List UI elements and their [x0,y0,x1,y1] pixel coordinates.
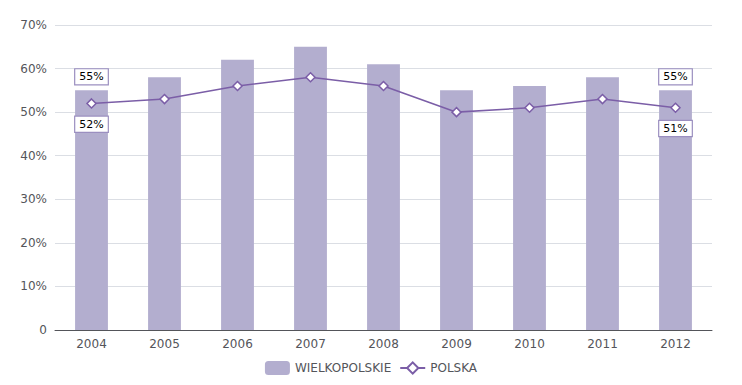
svg-text:51%: 51% [663,122,687,135]
svg-text:60%: 60% [20,62,47,76]
svg-text:0: 0 [39,323,47,337]
svg-text:2011: 2011 [587,337,618,351]
svg-text:2009: 2009 [441,337,472,351]
svg-text:52%: 52% [79,118,103,131]
svg-text:2006: 2006 [222,337,253,351]
svg-text:40%: 40% [20,149,47,163]
svg-text:2007: 2007 [295,337,326,351]
svg-text:10%: 10% [20,279,47,293]
svg-text:50%: 50% [20,105,47,119]
svg-text:20%: 20% [20,236,47,250]
svg-text:POLSKA: POLSKA [430,361,478,375]
svg-text:2010: 2010 [514,337,545,351]
svg-text:70%: 70% [20,18,47,32]
svg-text:30%: 30% [20,192,47,206]
svg-text:55%: 55% [79,70,103,83]
svg-text:2008: 2008 [368,337,399,351]
svg-text:55%: 55% [663,70,687,83]
svg-text:2004: 2004 [76,337,107,351]
svg-text:WIELKOPOLSKIE: WIELKOPOLSKIE [295,361,391,375]
svg-text:2005: 2005 [149,337,180,351]
svg-text:2012: 2012 [660,337,691,351]
